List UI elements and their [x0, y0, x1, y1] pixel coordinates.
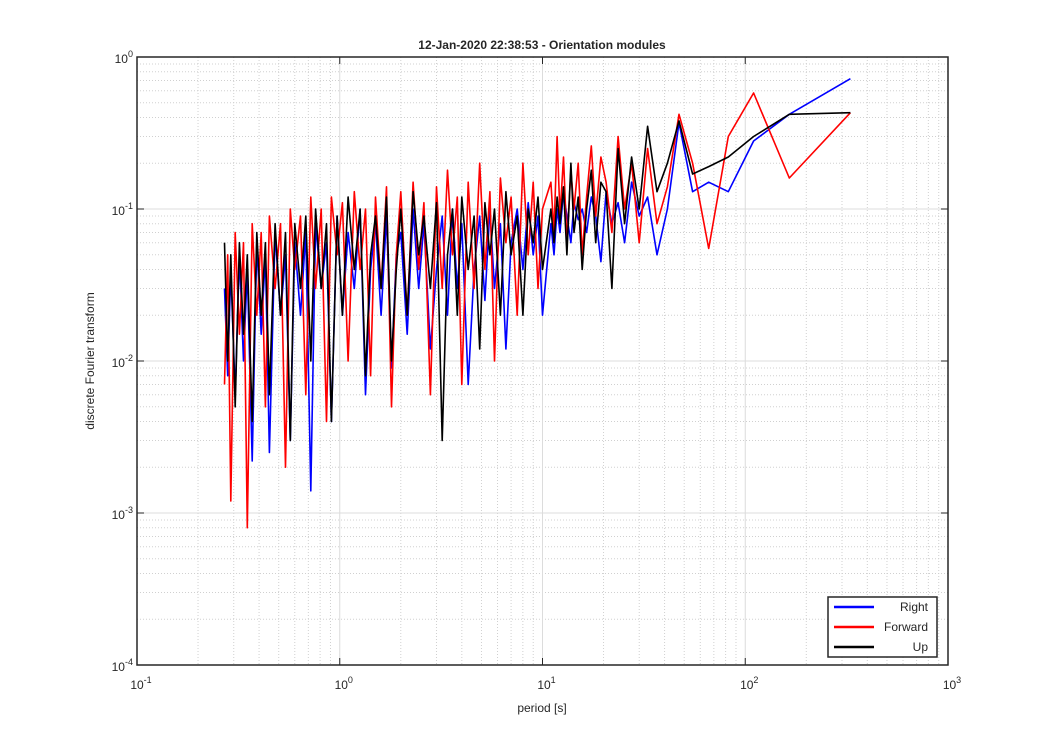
tick-label: 103	[943, 675, 961, 692]
tick-label: 10-2	[112, 353, 133, 370]
tick-base: 10	[740, 678, 754, 692]
tick-exponent: -1	[125, 201, 133, 211]
tick-base: 10	[130, 678, 144, 692]
tick-label: 100	[335, 675, 353, 692]
tick-label: 10-1	[112, 201, 133, 218]
grid	[136, 56, 949, 666]
tick-label: 101	[537, 675, 555, 692]
tick-exponent: 1	[551, 675, 556, 685]
tick-exponent: 0	[348, 675, 353, 685]
tick-base: 10	[537, 678, 551, 692]
legend-label: Up	[913, 640, 929, 654]
tick-base: 10	[943, 678, 957, 692]
y-axis-label: discrete Fourier transform	[83, 292, 97, 429]
tick-label: 10-1	[130, 675, 151, 692]
tick-label: 100	[115, 49, 133, 66]
series-line	[223, 92, 851, 529]
legend-label: Right	[900, 600, 929, 614]
tick-base: 10	[112, 660, 126, 674]
tick-base: 10	[112, 508, 126, 522]
tick-exponent: 0	[128, 49, 133, 59]
tick-label: 102	[740, 675, 758, 692]
tick-label: 10-3	[112, 505, 133, 522]
tick-label: 10-4	[112, 657, 133, 674]
tick-exponent: 2	[753, 675, 758, 685]
tick-exponent: -2	[125, 353, 133, 363]
tick-exponent: -1	[144, 675, 152, 685]
tick-base: 10	[335, 678, 349, 692]
tick-base: 10	[115, 52, 129, 66]
axes-box	[136, 56, 949, 666]
tick-exponent: 3	[956, 675, 961, 685]
tick-exponent: -4	[125, 657, 133, 667]
tick-base: 10	[112, 356, 126, 370]
legend-label: Forward	[884, 620, 928, 634]
tick-base: 10	[112, 204, 126, 218]
chart-title: 12-Jan-2020 22:38:53 - Orientation modul…	[418, 38, 666, 52]
series-line	[223, 111, 851, 442]
tick-exponent: -3	[125, 505, 133, 515]
x-axis-label: period [s]	[517, 701, 566, 715]
